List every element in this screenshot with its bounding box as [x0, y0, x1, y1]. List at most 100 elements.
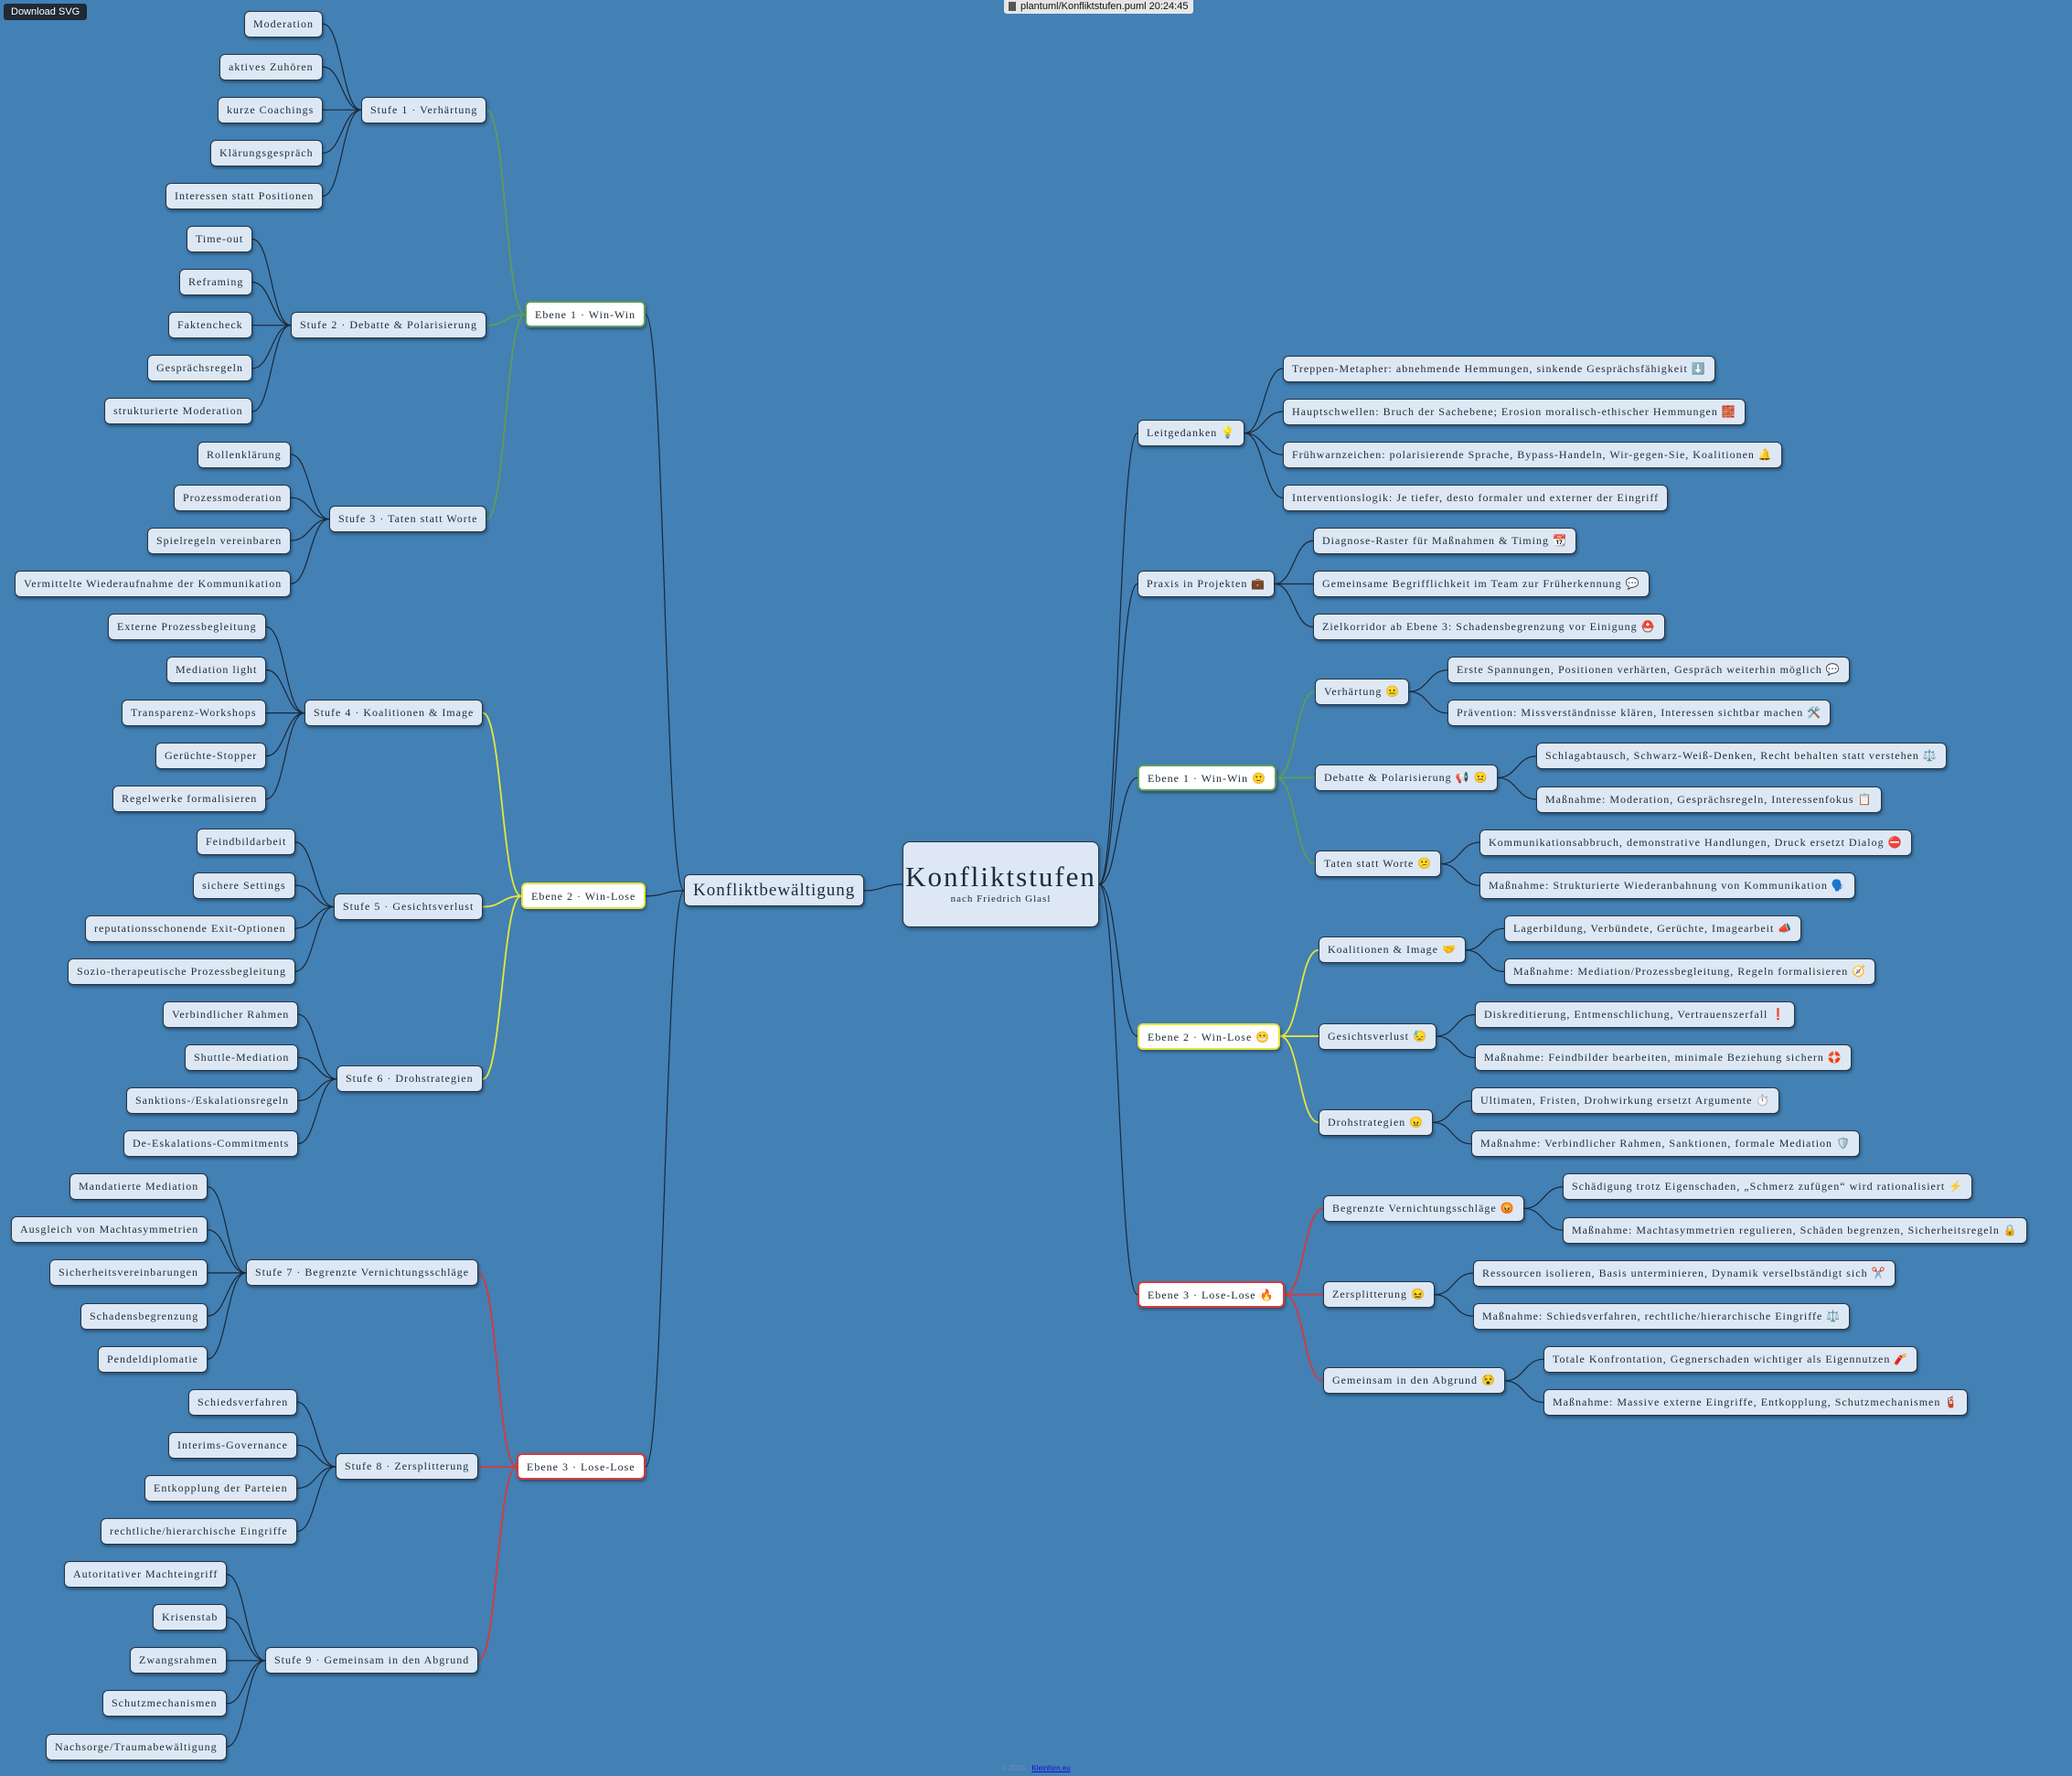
- leaf-node: Ultimaten, Fristen, Drohwirkung ersetzt …: [1471, 1087, 1780, 1115]
- leaf-node: Nachsorge/Traumabewältigung: [46, 1733, 227, 1760]
- connector: [265, 712, 305, 800]
- connector: [207, 1229, 247, 1274]
- connector: [1523, 1207, 1564, 1231]
- connector: [251, 282, 292, 326]
- leaf-node: Maßnahme: Mediation/Prozessbegleitung, R…: [1504, 958, 1876, 985]
- connector: [1465, 949, 1505, 972]
- leaf-node: Klärungsgespräch: [210, 139, 323, 166]
- connector: [1434, 1294, 1474, 1317]
- connector: [322, 66, 362, 111]
- connector: [645, 890, 685, 897]
- download-button[interactable]: Download SVG: [4, 4, 88, 20]
- branch-node: Praxis in Projekten 💼: [1137, 571, 1276, 597]
- leaf-node: Schutzmechanismen: [102, 1690, 227, 1717]
- root-title: Konfliktstufen: [905, 861, 1096, 893]
- branch-node: Zersplitterung 😖: [1323, 1281, 1435, 1309]
- connector: [482, 711, 522, 897]
- leaf-node: aktives Zuhören: [219, 53, 323, 80]
- connector: [1279, 1035, 1319, 1124]
- file-label: plantuml/Konfliktstufen.puml 20:24:45: [1004, 0, 1194, 14]
- branch-node: Stufe 6 · Drohstrategien: [336, 1065, 483, 1093]
- level-node: Ebene 2 · Win-Lose: [521, 883, 646, 910]
- connector: [226, 1617, 266, 1662]
- root-node: Konfliktstufen nach Friedrich Glasl: [902, 841, 1099, 927]
- connector: [645, 314, 685, 892]
- connector: [294, 884, 335, 908]
- leaf-node: Maßnahme: Massive externe Eingriffe, Ent…: [1543, 1388, 1969, 1416]
- connector: [207, 1186, 247, 1274]
- level-node: Ebene 3 · Lose-Lose: [517, 1453, 646, 1481]
- leaf-node: Maßnahme: Verbindlicher Rahmen, Sanktion…: [1471, 1130, 1860, 1158]
- branch-node: Stufe 2 · Debatte & Polarisierung: [291, 312, 486, 339]
- leaf-node: Sicherheitsvereinbarungen: [49, 1259, 208, 1287]
- connector: [1436, 1035, 1476, 1059]
- leaf-node: Gemeinsame Begrifflichkeit im Team zur F…: [1313, 571, 1650, 597]
- leaf-node: Hauptschwellen: Bruch der Sachebene; Ero…: [1283, 398, 1746, 425]
- connector: [1098, 776, 1138, 885]
- connector: [1436, 1013, 1476, 1037]
- leaf-node: Diskreditierung, Entmenschlichung, Vertr…: [1475, 1001, 1796, 1028]
- connector: [226, 1660, 266, 1748]
- leaf-node: Lagerbildung, Verbündete, Gerüchte, Imag…: [1504, 915, 1802, 942]
- connector: [486, 314, 526, 520]
- connector: [251, 238, 292, 326]
- connector: [482, 894, 522, 908]
- connector: [207, 1272, 247, 1317]
- branch-node: Stufe 7 · Begrenzte Vernichtungsschläge: [246, 1259, 479, 1287]
- footer-link[interactable]: Kleinhirn.eu: [1031, 1764, 1071, 1772]
- connector: [1279, 948, 1319, 1037]
- leaf-node: kurze Coachings: [218, 96, 324, 123]
- leaf-node: Feindbildarbeit: [197, 829, 296, 856]
- leaf-node: Schädigung trotz Eigenschaden, „Schmerz …: [1563, 1173, 1973, 1201]
- branch-node: Koalitionen & Image 🤝: [1319, 936, 1466, 964]
- connector: [251, 325, 292, 412]
- branch-node: Stufe 9 · Gemeinsam in den Abgrund: [265, 1647, 479, 1674]
- connector: [296, 1401, 336, 1468]
- connector: [296, 1466, 336, 1533]
- connector: [322, 109, 362, 154]
- branch-node: Stufe 5 · Gesichtsverlust: [334, 893, 484, 921]
- branch-node: Gemeinsam in den Abgrund 😵: [1323, 1367, 1505, 1395]
- connector: [251, 325, 292, 369]
- leaf-node: Verbindlicher Rahmen: [163, 1000, 299, 1028]
- leaf-node: Transparenz-Workshops: [122, 700, 266, 727]
- leaf-node: De-Eskalations-Commitments: [123, 1130, 299, 1158]
- branch-node: Verhärtung 😐: [1315, 678, 1410, 705]
- connector: [226, 1660, 266, 1705]
- leaf-node: Shuttle-Mediation: [185, 1043, 299, 1071]
- connector: [1244, 411, 1284, 434]
- connector: [294, 905, 335, 929]
- connector: [1497, 776, 1537, 800]
- branch-node: Gesichtsverlust 😓: [1319, 1022, 1437, 1050]
- leaf-node: Autoritativer Machteingriff: [64, 1561, 228, 1589]
- connector: [1098, 883, 1138, 1037]
- root-subtitle: nach Friedrich Glasl: [950, 893, 1052, 904]
- leaf-node: Gesprächsregeln: [147, 355, 252, 382]
- connector: [1274, 583, 1314, 628]
- level-node: Ebene 3 · Lose-Lose 🔥: [1137, 1281, 1285, 1309]
- connector: [207, 1272, 247, 1360]
- level-node: Ebene 1 · Win-Win 🙂: [1137, 764, 1277, 791]
- leaf-node: Totale Konfrontation, Gegnerschaden wich…: [1543, 1345, 1918, 1373]
- connector: [1408, 690, 1448, 714]
- leaf-node: Gerüchte-Stopper: [155, 743, 267, 770]
- leaf-node: Interventionslogik: Je tiefer, desto for…: [1283, 484, 1669, 511]
- level-node: Ebene 1 · Win-Win: [525, 301, 646, 328]
- connector: [1276, 690, 1316, 779]
- leaf-node: Spielregeln vereinbaren: [147, 527, 292, 554]
- connector: [290, 497, 330, 520]
- connector: [265, 712, 305, 757]
- connector: [290, 519, 330, 584]
- connector: [296, 1466, 336, 1489]
- leaf-node: Krisenstab: [153, 1604, 228, 1632]
- connector: [1523, 1186, 1564, 1210]
- connector: [1440, 841, 1480, 865]
- connector: [477, 1465, 518, 1662]
- connector: [226, 1574, 266, 1662]
- leaf-node: Zielkorridor ab Ebene 3: Schadensbegrenz…: [1313, 614, 1665, 641]
- leaf-node: Entkopplung der Parteien: [144, 1474, 297, 1502]
- connector: [265, 626, 305, 714]
